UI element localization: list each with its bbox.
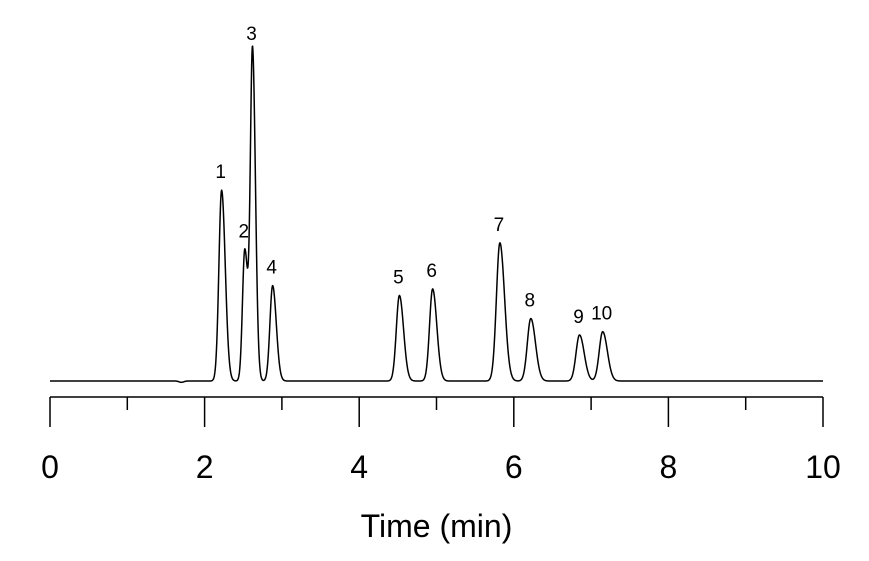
x-tick-label: 10 xyxy=(805,449,841,485)
peak-label: 3 xyxy=(246,24,257,45)
x-axis: 0 2 4 6 8 10 xyxy=(41,396,841,485)
peak-label: 5 xyxy=(393,267,404,288)
x-tick-label: 8 xyxy=(660,449,678,485)
x-tick-label: 2 xyxy=(196,449,214,485)
peak-labels: 1 2 3 4 5 6 7 8 9 10 xyxy=(215,24,612,328)
peak-label: 9 xyxy=(573,307,584,328)
x-tick-label: 0 xyxy=(41,449,59,485)
chromatogram-trace xyxy=(49,45,824,384)
peak-label: 7 xyxy=(494,215,505,236)
x-tick-label: 4 xyxy=(350,449,368,485)
peak-label: 4 xyxy=(266,258,277,279)
chromatogram-trace-layer xyxy=(49,45,824,384)
x-tick-label: 6 xyxy=(505,449,523,485)
peak-label: 8 xyxy=(525,290,536,311)
peak-label: 6 xyxy=(426,261,437,282)
peak-label: 10 xyxy=(591,304,612,325)
x-axis-title: Time (min) xyxy=(361,508,513,544)
peak-label: 2 xyxy=(239,221,250,242)
peak-label: 1 xyxy=(215,162,226,183)
